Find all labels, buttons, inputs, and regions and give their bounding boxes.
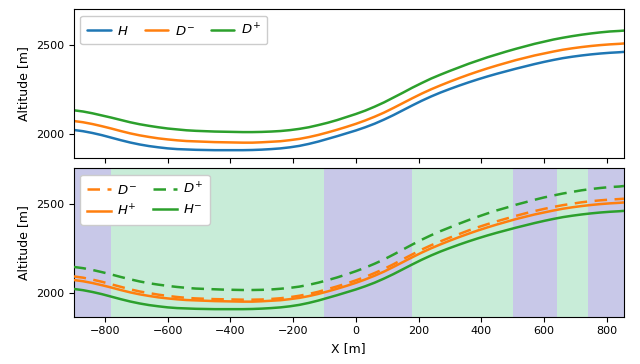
Bar <box>412 168 513 317</box>
$D^{+}$ <box>211 129 219 134</box>
$D^{-}$ <box>230 140 237 145</box>
$D^{-}$ <box>239 141 247 145</box>
$H$ <box>239 148 247 153</box>
$H$ <box>428 94 435 99</box>
$D^{+}$ <box>239 130 247 134</box>
$D^{+}$ <box>70 108 77 112</box>
Bar <box>111 168 324 317</box>
Bar <box>74 168 111 317</box>
$D^{+}$ <box>230 130 237 134</box>
$H$ <box>220 148 228 153</box>
$D^{-}$ <box>70 119 77 123</box>
$H$ <box>164 146 172 151</box>
$D^{-}$ <box>268 139 275 144</box>
$H$ <box>258 147 266 152</box>
$D^{+}$ <box>620 28 628 33</box>
X-axis label: X [m]: X [m] <box>332 342 366 355</box>
Legend: $D^{-}$, $H^{+}$, $D^{+}$, $H^{-}$: $D^{-}$, $H^{+}$, $D^{+}$, $H^{-}$ <box>80 175 209 225</box>
$D^{-}$ <box>164 137 172 142</box>
Bar <box>557 168 588 317</box>
Line: $D^{-}$: $D^{-}$ <box>74 43 624 143</box>
Bar <box>324 168 412 317</box>
$D^{-}$ <box>211 140 219 144</box>
$D^{-}$ <box>428 87 435 91</box>
$D^{+}$ <box>428 76 435 81</box>
Bar <box>588 168 624 317</box>
$D^{+}$ <box>268 129 275 134</box>
$D^{-}$ <box>258 140 266 145</box>
$D^{+}$ <box>164 126 172 131</box>
Y-axis label: Altitude [m]: Altitude [m] <box>17 46 30 121</box>
Bar <box>513 168 557 317</box>
$D^{+}$ <box>258 130 266 134</box>
Line: $H$: $H$ <box>74 52 624 150</box>
$H$ <box>211 148 219 153</box>
Y-axis label: Altitude [m]: Altitude [m] <box>17 205 30 280</box>
Legend: $H$, $D^{-}$, $D^{+}$: $H$, $D^{-}$, $D^{+}$ <box>80 16 268 44</box>
$H$ <box>620 50 628 54</box>
$H$ <box>70 128 77 132</box>
$D^{-}$ <box>620 41 628 46</box>
$H$ <box>268 147 275 151</box>
Line: $D^{+}$: $D^{+}$ <box>74 31 624 132</box>
